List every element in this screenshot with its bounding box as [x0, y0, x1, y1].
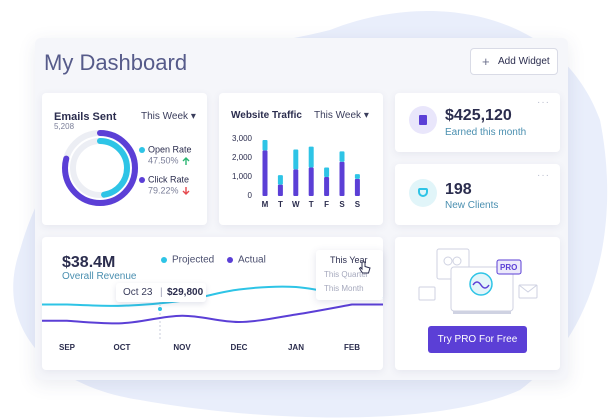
legend-label: Click Rate [148, 174, 189, 184]
try-pro-button[interactable]: Try PRO For Free [428, 326, 527, 353]
dropdown-option[interactable]: This Month [324, 284, 364, 293]
tooltip: Oct 23 | $29,800 [116, 283, 206, 302]
clients-card: 198 New Clients ··· [395, 164, 560, 225]
clients-value: 198 [445, 181, 472, 198]
y-tick-label: 0 [248, 191, 253, 200]
bar-segment [262, 150, 268, 196]
revenue-label: Overall Revenue [62, 271, 137, 282]
bar-segment [293, 149, 299, 170]
x-tick-label: NOV [173, 343, 191, 352]
traffic-period[interactable]: This Week ▾ [314, 110, 369, 121]
legend-dot [227, 257, 233, 263]
period-text: This Week [141, 111, 189, 122]
bar-segment [354, 174, 360, 179]
try-pro-label: Try PRO For Free [437, 334, 518, 345]
earnings-label: Earned this month [445, 127, 527, 138]
more-menu[interactable]: ··· [537, 170, 550, 181]
legend-label: Projected [172, 255, 214, 266]
period-text: This Week [314, 110, 362, 121]
x-tick-label: F [324, 200, 329, 209]
x-tick-label: JAN [288, 343, 304, 352]
x-tick-label: T [278, 200, 283, 209]
revenue-chart: SEP OCT NOV DEC JAN FEB Projected Actual [42, 255, 383, 352]
y-tick-label: 2,000 [232, 153, 253, 162]
traffic-card: Website Traffic This Week ▾ 0 1,000 2,000 3… [219, 93, 383, 225]
add-widget-button[interactable]: + Add Widget [470, 48, 558, 75]
emails-total: 5,208 [54, 122, 75, 131]
x-tick-label: W [292, 200, 300, 209]
series-line [42, 303, 383, 325]
series-line [42, 285, 383, 307]
tooltip-value: $29,800 [167, 287, 204, 298]
trend-down-icon [182, 187, 190, 195]
earnings-card: $425,120 Earned this month ··· [395, 93, 560, 152]
emails-title: Emails Sent [54, 111, 117, 123]
data-label: 47.50% [148, 155, 179, 165]
trend-up-icon [182, 157, 190, 165]
x-tick-label: T [309, 200, 314, 209]
data-label: 79.22% [148, 185, 179, 195]
legend-dot [161, 257, 167, 263]
ring-arc [70, 138, 130, 198]
x-tick-label: S [339, 200, 345, 209]
dashboard-title: My Dashboard [44, 50, 188, 75]
pro-badge: PRO [500, 263, 518, 272]
pro-illustration [418, 248, 538, 314]
ring-arc [62, 130, 138, 206]
tooltip-separator: | [160, 287, 163, 298]
traffic-title: Website Traffic [231, 110, 302, 121]
bar-segment [293, 169, 299, 196]
cursor-icon [359, 261, 371, 274]
emails-card: Emails Sent 5,208 This Week ▾ Open Rate 4… [42, 93, 207, 225]
legend-label: Actual [238, 255, 266, 266]
legend-label: Open Rate [148, 144, 192, 154]
bar-segment [277, 175, 283, 185]
add-widget-label: Add Widget [498, 56, 550, 67]
bar-segment [324, 177, 330, 196]
earnings-icon [409, 106, 437, 134]
dropdown-option[interactable]: This Year [330, 255, 368, 265]
emails-period[interactable]: This Week ▾ [141, 111, 196, 122]
dropdown-option[interactable]: This Quarter [324, 270, 369, 279]
pro-card: PRO Try PRO For Free [395, 237, 560, 370]
tooltip-date: Oct 23 [123, 287, 153, 298]
clients-icon [409, 179, 437, 207]
bar-segment [324, 167, 330, 177]
y-tick-label: 3,000 [232, 134, 253, 143]
period-dropdown[interactable]: This Year This Quarter This Month [316, 250, 383, 300]
earnings-value: $425,120 [445, 107, 512, 124]
tooltip-dot [157, 306, 163, 312]
x-tick-label: FEB [344, 343, 360, 352]
revenue-card: $38.4M Overall Revenue SEP OCT NOV DEC JAN FE… [42, 237, 383, 370]
bar-segment [308, 167, 314, 196]
x-tick-label: DEC [231, 343, 248, 352]
bar-segment [262, 139, 268, 151]
bar-segment [354, 178, 360, 196]
x-tick-label: OCT [114, 343, 131, 352]
legend-dot [139, 177, 145, 183]
clients-label: New Clients [445, 200, 499, 211]
bar-segment [308, 146, 314, 168]
more-menu[interactable]: ··· [537, 97, 550, 108]
y-tick-label: 1,000 [232, 172, 253, 181]
bar-segment [339, 151, 345, 162]
x-tick-label: S [355, 200, 361, 209]
x-tick-label: SEP [59, 343, 76, 352]
legend-dot [139, 147, 145, 153]
icon-glyph [418, 188, 428, 197]
icon-glyph [419, 115, 427, 125]
bar-segment [277, 184, 283, 196]
bar-segment [339, 161, 345, 196]
x-tick-label: M [262, 200, 269, 209]
plus-icon: + [482, 54, 490, 69]
revenue-value: $38.4M [62, 254, 116, 271]
